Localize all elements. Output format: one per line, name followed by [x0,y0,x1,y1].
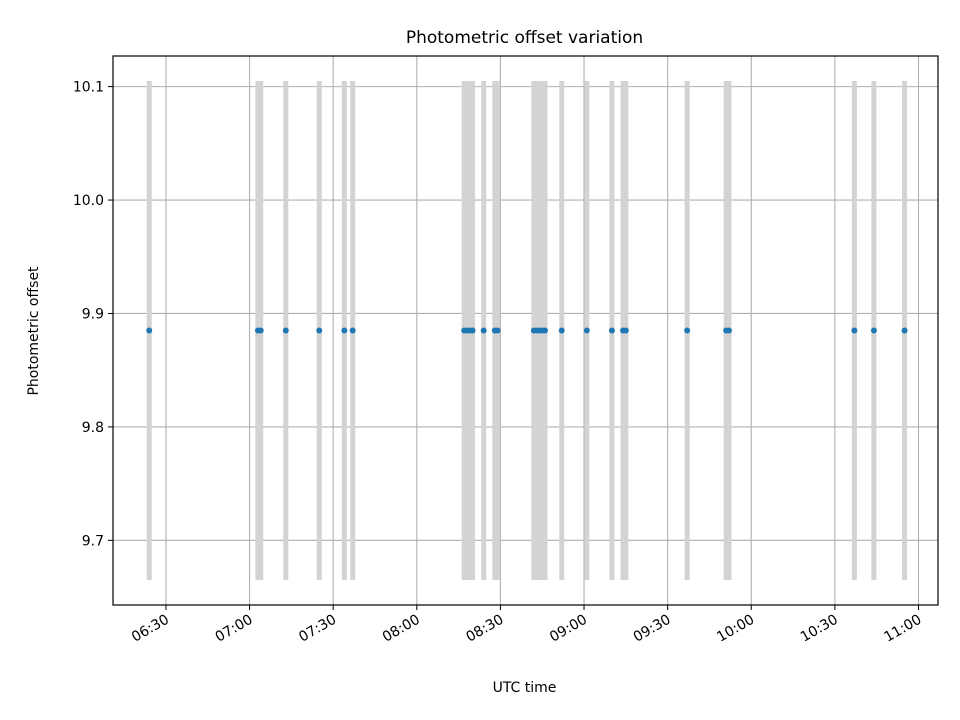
x-tick-label: 09:00 [547,612,590,646]
data-point [494,327,501,334]
y-tick-label: 9.8 [82,420,104,436]
data-point [349,327,356,334]
data-point [542,327,549,334]
x-tick-label: 07:30 [296,612,339,646]
data-point [851,327,858,334]
data-point [558,327,565,334]
y-tick-label: 10.0 [73,193,104,209]
y-axis: 9.7 9.8 9.9 10.0 10.1 [73,80,113,549]
data-point [282,327,289,334]
data-point [146,327,153,334]
data-point [316,327,323,334]
data-point [725,327,732,334]
data-point [608,327,615,334]
data-point [341,327,348,334]
grid-lines [113,56,938,605]
x-tick-label: 09:30 [631,612,674,646]
data-point [622,327,629,334]
data-point [901,327,908,334]
x-axis: 06:30 07:00 07:30 08:00 08:30 09:00 09:30 10:00… [129,605,924,646]
data-point [257,327,264,334]
x-tick-label: 06:30 [129,612,172,646]
plot-frame [112,55,939,606]
x-tick-label: 08:30 [463,612,506,646]
x-tick-label: 10:00 [714,612,757,646]
x-tick-label: 11:00 [882,612,925,646]
data-points [146,327,908,334]
data-point [583,327,590,334]
x-tick-label: 10:30 [798,612,841,646]
x-tick-label: 07:00 [213,612,256,646]
data-point [469,327,476,334]
y-axis-label: Photometric offset [26,266,42,396]
x-axis-label: UTC time [493,680,557,696]
x-tick-label: 08:00 [380,612,423,646]
y-tick-label: 10.1 [73,80,104,96]
data-point [870,327,877,334]
data-point [684,327,691,334]
y-tick-label: 9.7 [82,533,104,549]
y-tick-label: 9.9 [82,306,104,322]
chart-title: Photometric offset variation [406,28,643,48]
data-point [480,327,487,334]
